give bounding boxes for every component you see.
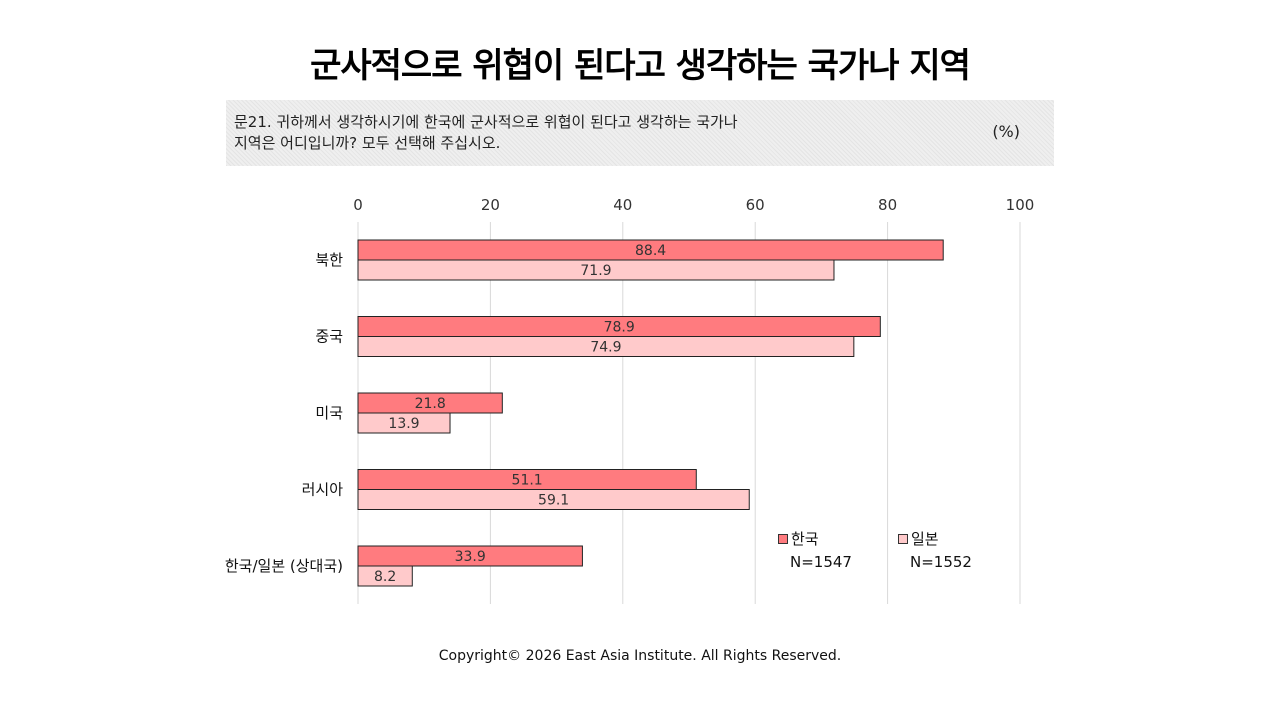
category-label: 러시아 [302, 481, 344, 499]
chart-title: 군사적으로 위협이 된다고 생각하는 국가나 지역 [310, 46, 971, 86]
data-label: 8.2 [374, 569, 396, 585]
bar-japan [357, 336, 855, 357]
question-line-1: 문21. 귀하께서 생각하시기에 한국에 군사적으로 위협이 된다고 생각하는 … [234, 113, 738, 131]
unit-label: (%) [992, 122, 1020, 141]
bar-japan [357, 259, 835, 281]
question-box: 문21. 귀하께서 생각하시기에 한국에 군사적으로 위협이 된다고 생각하는 … [226, 100, 1054, 166]
category-label: 중국 [315, 328, 343, 346]
copyright-footer: Copyright© 2026 East Asia Institute. All… [438, 648, 842, 664]
data-label: 21.8 [415, 396, 446, 412]
bar-japan [357, 412, 451, 434]
data-label: 78.9 [604, 320, 635, 336]
data-label: 51.1 [512, 473, 543, 489]
category-label: 한국/일본 (상대국) [225, 557, 343, 575]
question-line-2: 지역은 어디입니까? 모두 선택해 주십시오. [234, 134, 501, 152]
legend-item-japan: 일본 N=1552 [898, 528, 1018, 571]
x-tick-label: 60 [746, 196, 765, 214]
data-label: 71.9 [580, 263, 611, 279]
question-text: 문21. 귀하께서 생각하시기에 한국에 군사적으로 위협이 된다고 생각하는 … [234, 112, 874, 154]
data-label: 59.1 [538, 493, 569, 509]
legend-swatch-japan [898, 533, 908, 544]
data-label: 33.9 [455, 549, 486, 565]
bar-japan [357, 565, 413, 587]
data-label: 74.9 [590, 340, 621, 356]
legend-n-korea: N=1547 [790, 553, 852, 571]
legend-n-japan: N=1552 [910, 553, 972, 571]
x-tick-label: 0 [353, 196, 363, 214]
legend-item-korea: 한국 N=1547 [778, 528, 898, 571]
x-tick-label: 80 [878, 196, 897, 214]
x-tick-label: 20 [481, 196, 500, 214]
legend-swatch-korea [778, 533, 788, 544]
bar-korea [357, 545, 583, 567]
data-label: 88.4 [635, 243, 666, 259]
category-label: 북한 [315, 251, 343, 269]
x-tick-label: 100 [1006, 196, 1035, 214]
data-label: 13.9 [388, 416, 419, 432]
legend-label-japan: 일본 [911, 530, 939, 548]
bar-japan [357, 489, 750, 510]
category-label: 미국 [315, 404, 343, 422]
x-tick-label: 40 [613, 196, 632, 214]
legend-label-korea: 한국 [791, 530, 819, 548]
